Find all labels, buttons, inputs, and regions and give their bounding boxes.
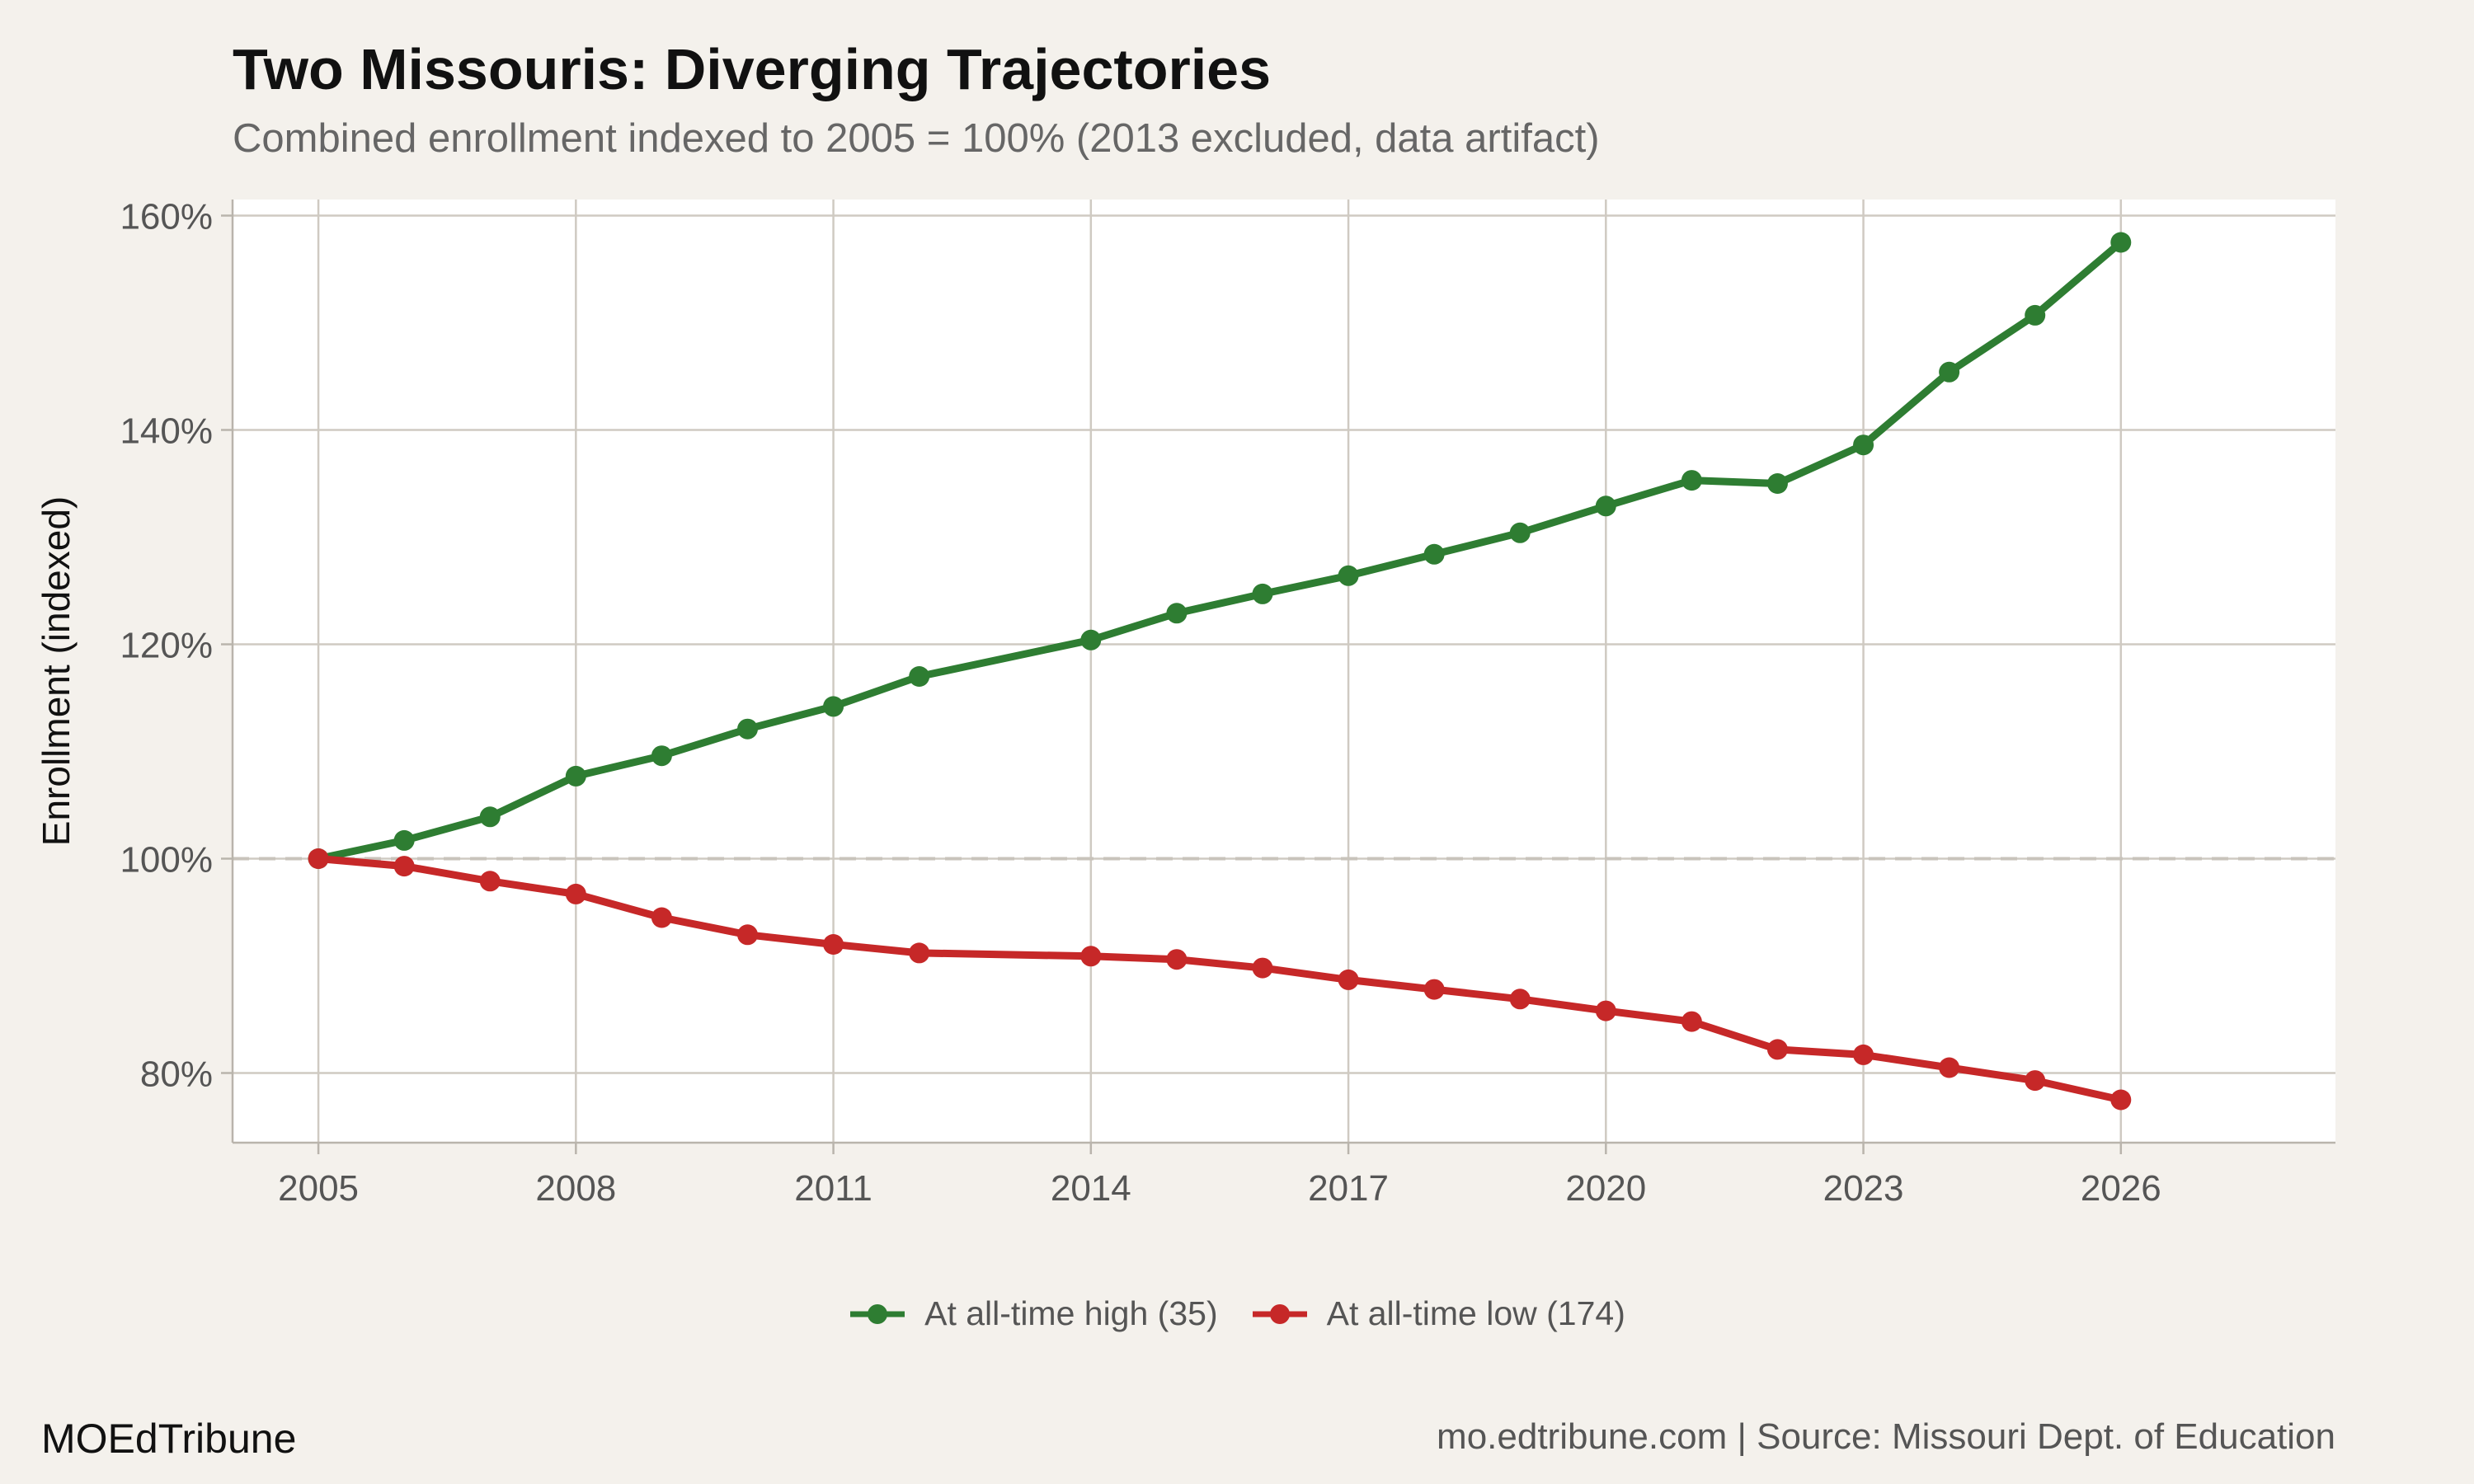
series-0-point-2016 (1252, 583, 1273, 604)
source-credit: mo.edtribune.com | Source: Missouri Dept… (1437, 1416, 2335, 1457)
series-1-point-2019 (1509, 989, 1531, 1010)
series-1-point-2025 (2025, 1070, 2046, 1092)
series-0-point-2014 (1080, 629, 1102, 650)
y-tick-label-100: 100% (120, 840, 213, 881)
y-tick-label-140: 140% (120, 411, 213, 452)
series-0-point-2010 (736, 718, 758, 740)
series-0-point-2018 (1423, 543, 1445, 565)
series-1-point-2016 (1252, 957, 1273, 979)
series-1-point-2020 (1595, 1000, 1616, 1021)
x-tick-label-2023: 2023 (1823, 1168, 1904, 1209)
legend-key-low-dot (1269, 1303, 1290, 1324)
series-1-point-2021 (1681, 1011, 1702, 1032)
y-tick-label-120: 120% (120, 626, 213, 666)
series-1-point-2011 (823, 934, 844, 955)
series-0-point-2024 (1939, 361, 1960, 383)
legend-item-low: At all-time low (174) (1251, 1294, 1625, 1333)
series-1-point-2012 (909, 942, 930, 964)
series-0-point-2015 (1166, 603, 1188, 624)
legend-key-high (850, 1303, 905, 1324)
series-1-point-2017 (1338, 969, 1359, 990)
series-0-point-2007 (479, 806, 501, 828)
brand-logo-text: MOEdTribune (41, 1416, 297, 1462)
legend-label-low: At all-time low (174) (1326, 1294, 1625, 1332)
y-tick-label-80: 80% (140, 1054, 213, 1095)
x-tick-label-2026: 2026 (2081, 1168, 2161, 1209)
x-tick-label-2014: 2014 (1051, 1168, 1131, 1209)
series-0-point-2025 (2025, 304, 2046, 326)
y-axis-title: Enrollment (indexed) (35, 496, 78, 846)
legend: At all-time high (35) At all-time low (1… (0, 1294, 2474, 1333)
series-1-point-2015 (1166, 949, 1188, 970)
series-0-point-2019 (1509, 522, 1531, 543)
series-1-point-2009 (651, 907, 672, 928)
series-0-point-2020 (1595, 495, 1616, 517)
series-1-point-2008 (565, 883, 586, 904)
series-1-point-2022 (1766, 1039, 1788, 1060)
series-0-point-2011 (823, 696, 844, 717)
plot-panel (233, 200, 2335, 1143)
series-1-point-2007 (479, 871, 501, 892)
series-1-point-2010 (736, 924, 758, 946)
legend-item-high: At all-time high (35) (849, 1294, 1218, 1333)
x-tick-label-2005: 2005 (278, 1168, 359, 1209)
series-0-point-2022 (1766, 473, 1788, 494)
series-1-point-2005 (308, 848, 329, 869)
series-1-point-2023 (1853, 1044, 1874, 1065)
x-tick-label-2008: 2008 (535, 1168, 616, 1209)
series-1-point-2014 (1080, 946, 1102, 967)
series-0-point-2008 (565, 765, 586, 787)
series-0-point-2021 (1681, 470, 1702, 491)
x-tick-label-2020: 2020 (1565, 1168, 1646, 1209)
legend-key-high-dot (868, 1303, 888, 1324)
series-1-point-2018 (1423, 979, 1445, 1000)
series-1-point-2026 (2110, 1089, 2132, 1111)
y-tick-label-160: 160% (120, 197, 213, 237)
chart-title: Two Missouris: Diverging Trajectories (233, 37, 1272, 101)
series-0-point-2023 (1853, 434, 1874, 456)
series-0-point-2026 (2110, 232, 2132, 253)
x-tick-label-2017: 2017 (1308, 1168, 1389, 1209)
series-1-point-2024 (1939, 1057, 1960, 1078)
series-0-point-2006 (393, 829, 415, 851)
series-0-point-2012 (909, 666, 930, 687)
x-tick-label-2011: 2011 (794, 1168, 872, 1209)
legend-key-low (1252, 1303, 1307, 1324)
legend-label-high: At all-time high (35) (924, 1294, 1218, 1332)
series-1-point-2006 (393, 856, 415, 877)
chart-subtitle: Combined enrollment indexed to 2005 = 10… (233, 116, 1600, 161)
series-0-point-2009 (651, 745, 672, 767)
series-0-point-2017 (1338, 565, 1359, 586)
